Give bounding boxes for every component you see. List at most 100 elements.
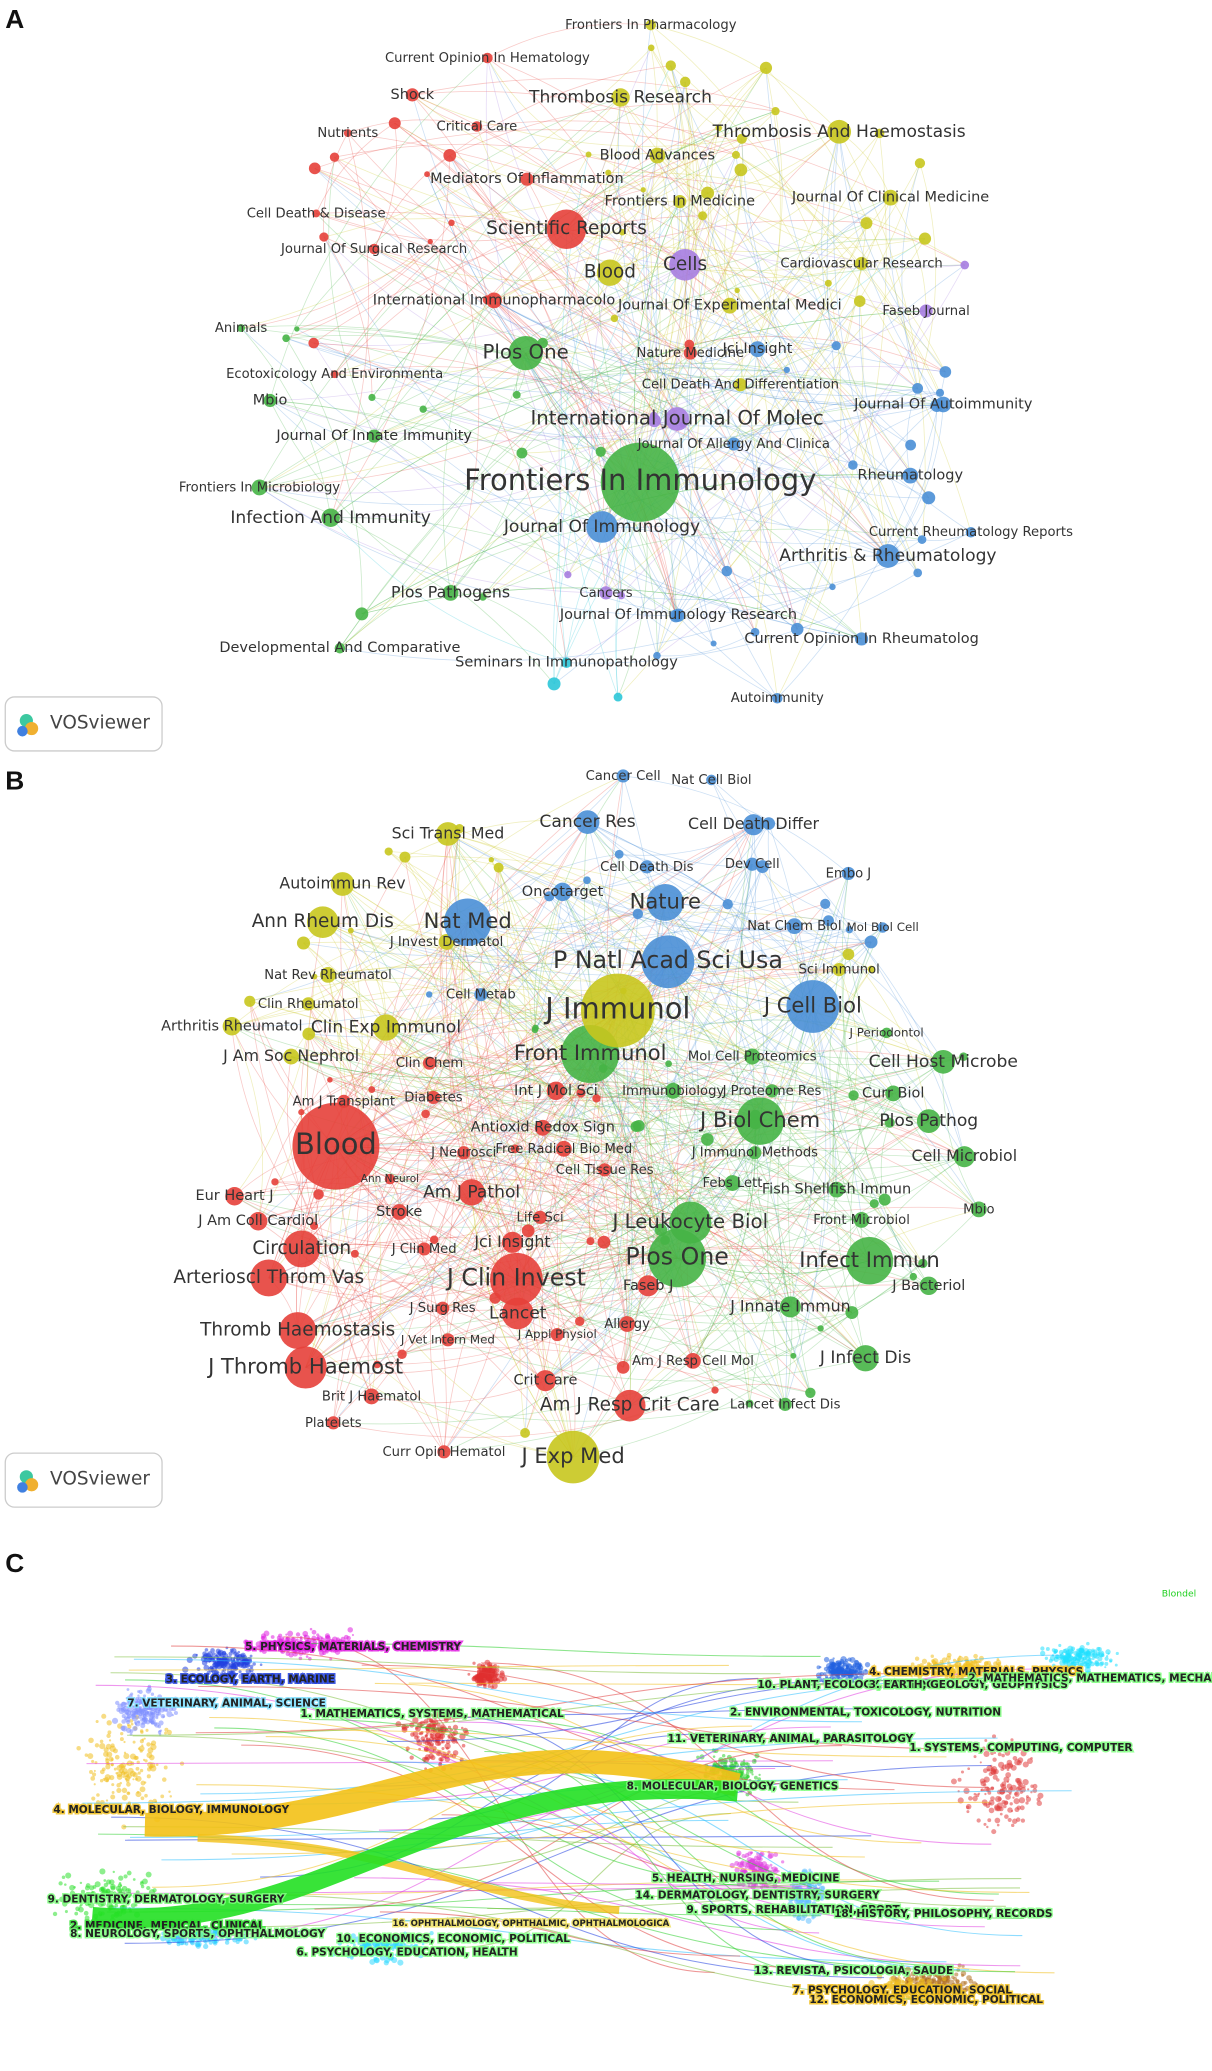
edge [635,1086,894,1127]
dot [212,1660,216,1664]
node [786,980,840,1033]
node [508,335,543,371]
edge [664,902,761,1122]
node [805,1387,816,1399]
node [309,1221,319,1230]
node [373,1360,381,1369]
edge [307,1003,529,1232]
node [493,862,504,873]
node [912,382,924,394]
node [368,243,380,255]
node-label: Scientific Reports [486,218,647,239]
edge [335,1145,923,1269]
edge [596,1091,965,1158]
edge [751,349,798,630]
dot [224,1940,230,1945]
dot [137,1771,141,1775]
edge [449,155,691,354]
edge [539,1147,965,1218]
edge [308,1033,556,1093]
node [970,1201,987,1218]
edge [335,969,840,1147]
edge [426,174,798,630]
node [736,1097,784,1145]
edge [330,310,927,519]
dot [164,1731,167,1735]
edge [558,47,652,575]
dot [203,1664,210,1671]
edge [446,941,565,1149]
dot [1007,1807,1013,1813]
edge [639,193,710,483]
dot [494,1669,498,1672]
node [640,860,654,874]
node-label: Journal Of Immunology [503,517,700,537]
node-label: Curr Opin Hematol [383,1445,506,1460]
node-label: Frontiers In Microbiology [179,480,340,495]
dot [988,1807,995,1814]
node [598,1163,612,1177]
cluster-label: 13. REVISTA, PSICOLOGIA, SAUDE [754,1965,953,1977]
edge [735,154,941,393]
edge [665,873,849,906]
node-label: Current Opinion In Rheumatolog [744,631,978,647]
edge [525,305,731,355]
node-label: Am J Pathol [423,1182,520,1202]
dot [228,1651,233,1656]
dot [1069,1649,1075,1654]
dot [111,1783,115,1787]
dot [81,1894,87,1900]
node-label: Curr Biol [862,1085,924,1101]
edge [350,923,814,1007]
edge [597,172,641,483]
edge [335,1145,630,1407]
edge [601,913,639,1325]
edge [609,272,889,557]
edge [343,1010,618,1102]
node-label: Blood [295,1127,377,1161]
edge [579,1126,637,1322]
dot [132,1893,138,1899]
node-label: Nat Rev Rheumatol [264,968,392,983]
dot [992,1774,998,1780]
edge [707,131,840,194]
dot [230,1666,234,1670]
node [617,591,626,600]
edge [496,867,631,1406]
edge [566,110,776,230]
edge [322,921,373,1090]
dot [983,1822,987,1826]
node [244,995,256,1007]
edge [587,821,763,868]
dot [434,1736,441,1743]
edge [686,353,728,572]
node [298,1109,305,1116]
edge [567,222,867,575]
edge [467,921,929,1122]
edge [545,1284,929,1381]
edge [476,126,615,319]
edge [533,891,563,1028]
edge [493,300,787,372]
edge [629,1120,929,1406]
node-label: Oncotarget [522,884,604,900]
node-label: Critical Care [437,120,518,135]
edge [385,1012,753,1057]
dot [155,1716,159,1720]
dot [213,1669,219,1675]
node [222,1017,242,1036]
node [711,1386,719,1394]
dot [103,1747,109,1753]
edge [404,819,588,858]
edge [411,94,756,633]
dot [745,1761,749,1765]
edge [373,362,787,437]
edge [467,921,694,1361]
edge [653,366,946,417]
edge [404,856,840,970]
edge [318,1191,472,1206]
dot [273,1640,277,1644]
edge [268,1277,517,1298]
node [665,1082,682,1099]
dot [141,1738,145,1741]
